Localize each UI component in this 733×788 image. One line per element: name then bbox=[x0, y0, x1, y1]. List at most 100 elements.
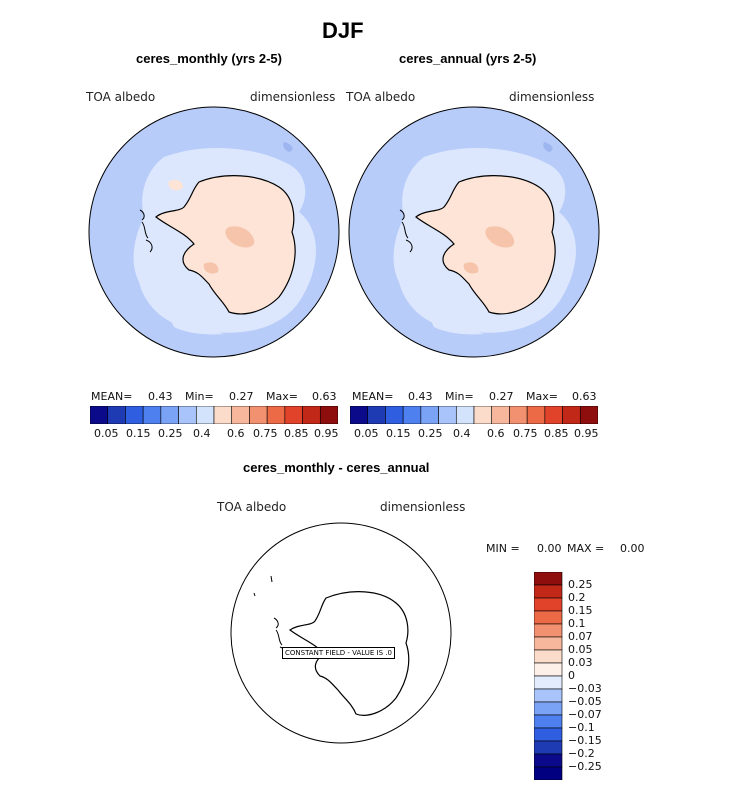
panel-units-label: dimensionless bbox=[509, 90, 595, 104]
panel-title-annual: ceres_annual (yrs 2-5) bbox=[399, 51, 537, 66]
constant-field-annotation: CONSTANT FIELD - VALUE IS .0 bbox=[282, 647, 395, 659]
colorbar-tick: −0.2 bbox=[568, 747, 595, 760]
colorbar-swatch bbox=[420, 406, 439, 424]
colorbar-tick: −0.07 bbox=[568, 708, 602, 721]
colorbar-tick: −0.05 bbox=[568, 695, 602, 708]
colorbar-swatch bbox=[534, 572, 563, 586]
colorbar-tick: 0.85 bbox=[544, 427, 569, 440]
colorbar-swatch bbox=[534, 649, 563, 664]
min-value: 0.27 bbox=[489, 390, 514, 403]
colorbar-swatch bbox=[302, 406, 321, 424]
colorbar-swatch bbox=[125, 406, 144, 424]
max-value: 0.63 bbox=[572, 390, 597, 403]
diff-variable-label: TOA albedo bbox=[217, 500, 287, 514]
colorbar-tick: −0.25 bbox=[568, 760, 602, 773]
max-label: Max= bbox=[526, 390, 558, 403]
colorbar-tick: 0.85 bbox=[284, 427, 309, 440]
colorbar-swatch bbox=[534, 701, 563, 716]
high-albedo-region bbox=[485, 226, 515, 248]
colorbar-tick: 0.25 bbox=[158, 427, 183, 440]
colorbar-swatch bbox=[195, 406, 215, 424]
colorbar-swatch bbox=[90, 406, 109, 424]
colorbar-tick: 0.75 bbox=[253, 427, 278, 440]
colorbar-tick: −0.1 bbox=[568, 721, 595, 734]
colorbar-swatch bbox=[534, 714, 563, 729]
colorbar-difference bbox=[534, 572, 563, 780]
colorbar-swatch bbox=[350, 406, 369, 424]
colorbar-swatch bbox=[562, 406, 581, 424]
colorbar-difference-labels: 0.25 0.2 0.15 0.1 0.07 0.05 0.03 0 −0.03 −0.05 −0.… bbox=[568, 572, 628, 782]
colorbar-tick: 0.05 bbox=[94, 427, 119, 440]
colorbar-tick: 0.4 bbox=[193, 427, 211, 440]
colorbar-tick: −0.03 bbox=[568, 682, 602, 695]
colorbar-tick: 0.05 bbox=[354, 427, 379, 440]
colorbar-swatch bbox=[534, 662, 563, 677]
antarctica-land bbox=[155, 175, 296, 315]
colorbar-swatch bbox=[284, 406, 303, 424]
colorbar-swatch bbox=[534, 727, 563, 742]
mean-value: 0.43 bbox=[408, 390, 433, 403]
colorbar-tick: 0.75 bbox=[513, 427, 538, 440]
diff-panel-title: ceres_monthly - ceres_annual bbox=[243, 460, 430, 475]
colorbar-swatch bbox=[579, 406, 598, 424]
colorbar-swatch bbox=[319, 406, 338, 424]
min-label: Min= bbox=[185, 390, 214, 403]
min-label: Min= bbox=[445, 390, 474, 403]
colorbar-tick: 0.07 bbox=[568, 630, 593, 643]
colorbar-tick: 0.95 bbox=[314, 427, 339, 440]
colorbar-swatch bbox=[385, 406, 404, 424]
colorbar-swatch bbox=[213, 406, 233, 424]
max-label: Max= bbox=[266, 390, 298, 403]
diff-min-value: 0.00 bbox=[537, 542, 562, 555]
colorbar-swatch bbox=[534, 753, 563, 768]
diff-max-value: 0.00 bbox=[620, 542, 645, 555]
diff-min-label: MIN = bbox=[486, 542, 520, 555]
colorbar-swatch bbox=[178, 406, 197, 424]
panel-units-label: dimensionless bbox=[250, 90, 336, 104]
colorbar-swatch bbox=[534, 740, 563, 755]
colorbar-swatch bbox=[526, 406, 546, 424]
colorbar-swatch bbox=[534, 623, 563, 638]
panel-title-monthly: ceres_monthly (yrs 2-5) bbox=[136, 51, 282, 66]
colorbar-swatch bbox=[534, 610, 563, 625]
mean-label: MEAN= bbox=[91, 390, 133, 403]
colorbar-swatch bbox=[534, 597, 563, 612]
colorbar-tick: 0.15 bbox=[386, 427, 411, 440]
mean-value: 0.43 bbox=[148, 390, 173, 403]
colorbar-tick: 0 bbox=[568, 669, 575, 682]
colorbar-swatch bbox=[107, 406, 126, 424]
colorbar-tick: 0.25 bbox=[418, 427, 443, 440]
colorbar-swatch bbox=[438, 406, 457, 424]
diff-units-label: dimensionless bbox=[380, 500, 466, 514]
colorbar-annual bbox=[350, 406, 598, 424]
antarctica-land bbox=[415, 175, 556, 315]
colorbar-swatch bbox=[402, 406, 422, 424]
colorbar-swatch bbox=[249, 406, 268, 424]
colorbar-tick: −0.15 bbox=[568, 734, 602, 747]
colorbar-swatch bbox=[534, 584, 563, 599]
colorbar-tick: 0.2 bbox=[568, 591, 586, 604]
colorbar-swatch bbox=[231, 406, 250, 424]
high-albedo-region bbox=[225, 226, 255, 248]
colorbar-tick: 0.15 bbox=[568, 604, 593, 617]
min-value: 0.27 bbox=[229, 390, 254, 403]
colorbar-tick: 0.25 bbox=[568, 578, 593, 591]
polar-map-annual bbox=[348, 106, 600, 358]
polar-map-difference bbox=[230, 522, 452, 744]
colorbar-tick: 0.05 bbox=[568, 643, 593, 656]
mean-label: MEAN= bbox=[352, 390, 394, 403]
colorbar-tick: 0.6 bbox=[487, 427, 505, 440]
colorbar-swatch bbox=[142, 406, 162, 424]
diff-max-label: MAX = bbox=[567, 542, 605, 555]
colorbar-swatch bbox=[473, 406, 493, 424]
colorbar-monthly bbox=[90, 406, 338, 424]
colorbar-tick: 0.1 bbox=[568, 617, 586, 630]
colorbar-swatch bbox=[509, 406, 528, 424]
colorbar-swatch bbox=[367, 406, 386, 424]
polar-map-monthly bbox=[88, 106, 340, 358]
colorbar-tick: 0.03 bbox=[568, 656, 593, 669]
colorbar-swatch bbox=[491, 406, 510, 424]
colorbar-swatch bbox=[534, 688, 563, 703]
colorbar-swatch bbox=[534, 636, 563, 651]
figure-title: DJF bbox=[322, 18, 364, 43]
